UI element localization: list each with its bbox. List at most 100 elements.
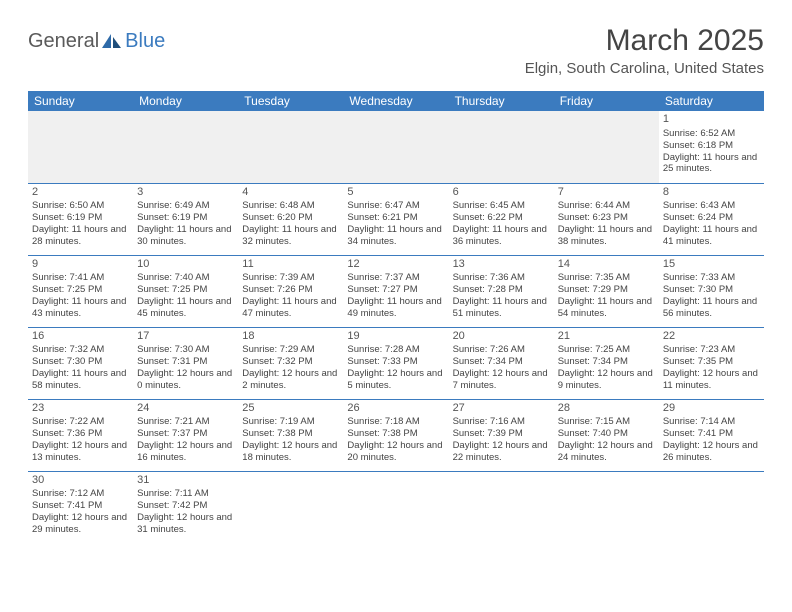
daylight-text: Daylight: 11 hours and 51 minutes. bbox=[453, 296, 550, 320]
calendar-cell: 14Sunrise: 7:35 AMSunset: 7:29 PMDayligh… bbox=[554, 255, 659, 327]
sunrise-text: Sunrise: 7:11 AM bbox=[137, 488, 234, 500]
sunrise-text: Sunrise: 7:26 AM bbox=[453, 344, 550, 356]
sunrise-text: Sunrise: 7:16 AM bbox=[453, 416, 550, 428]
calendar-cell bbox=[238, 111, 343, 183]
location-subtitle: Elgin, South Carolina, United States bbox=[525, 60, 764, 77]
sunrise-text: Sunrise: 6:49 AM bbox=[137, 200, 234, 212]
day-number: 30 bbox=[32, 474, 129, 488]
sunset-text: Sunset: 6:19 PM bbox=[137, 212, 234, 224]
daylight-text: Daylight: 11 hours and 45 minutes. bbox=[137, 296, 234, 320]
sunrise-text: Sunrise: 6:47 AM bbox=[347, 200, 444, 212]
sunrise-text: Sunrise: 7:14 AM bbox=[663, 416, 760, 428]
daylight-text: Daylight: 11 hours and 30 minutes. bbox=[137, 224, 234, 248]
calendar-cell bbox=[449, 111, 554, 183]
daylight-text: Daylight: 12 hours and 16 minutes. bbox=[137, 440, 234, 464]
daylight-text: Daylight: 12 hours and 29 minutes. bbox=[32, 512, 129, 536]
calendar-cell bbox=[238, 471, 343, 543]
daylight-text: Daylight: 12 hours and 2 minutes. bbox=[242, 368, 339, 392]
calendar-cell: 10Sunrise: 7:40 AMSunset: 7:25 PMDayligh… bbox=[133, 255, 238, 327]
daylight-text: Daylight: 11 hours and 56 minutes. bbox=[663, 296, 760, 320]
sunrise-text: Sunrise: 7:22 AM bbox=[32, 416, 129, 428]
sunrise-text: Sunrise: 6:43 AM bbox=[663, 200, 760, 212]
sunrise-text: Sunrise: 7:41 AM bbox=[32, 272, 129, 284]
calendar-cell: 6Sunrise: 6:45 AMSunset: 6:22 PMDaylight… bbox=[449, 183, 554, 255]
weekday-header: Thursday bbox=[449, 91, 554, 111]
day-number: 17 bbox=[137, 330, 234, 344]
calendar-cell bbox=[449, 471, 554, 543]
day-number: 28 bbox=[558, 402, 655, 416]
sunset-text: Sunset: 7:41 PM bbox=[663, 428, 760, 440]
weekday-header: Wednesday bbox=[343, 91, 448, 111]
sunset-text: Sunset: 6:20 PM bbox=[242, 212, 339, 224]
daylight-text: Daylight: 12 hours and 18 minutes. bbox=[242, 440, 339, 464]
daylight-text: Daylight: 11 hours and 58 minutes. bbox=[32, 368, 129, 392]
sunset-text: Sunset: 6:23 PM bbox=[558, 212, 655, 224]
day-number: 10 bbox=[137, 258, 234, 272]
sunrise-text: Sunrise: 6:52 AM bbox=[663, 128, 760, 140]
daylight-text: Daylight: 12 hours and 13 minutes. bbox=[32, 440, 129, 464]
daylight-text: Daylight: 12 hours and 22 minutes. bbox=[453, 440, 550, 464]
calendar-cell bbox=[28, 111, 133, 183]
calendar-cell bbox=[343, 471, 448, 543]
title-block: March 2025 Elgin, South Carolina, United… bbox=[525, 24, 764, 77]
sunset-text: Sunset: 7:40 PM bbox=[558, 428, 655, 440]
day-number: 21 bbox=[558, 330, 655, 344]
calendar-cell bbox=[554, 471, 659, 543]
calendar-header: SundayMondayTuesdayWednesdayThursdayFrid… bbox=[28, 91, 764, 111]
day-number: 7 bbox=[558, 186, 655, 200]
calendar-cell: 9Sunrise: 7:41 AMSunset: 7:25 PMDaylight… bbox=[28, 255, 133, 327]
calendar-cell: 22Sunrise: 7:23 AMSunset: 7:35 PMDayligh… bbox=[659, 327, 764, 399]
sunrise-text: Sunrise: 7:12 AM bbox=[32, 488, 129, 500]
weekday-header: Friday bbox=[554, 91, 659, 111]
sunset-text: Sunset: 7:30 PM bbox=[663, 284, 760, 296]
calendar-cell: 11Sunrise: 7:39 AMSunset: 7:26 PMDayligh… bbox=[238, 255, 343, 327]
sunrise-text: Sunrise: 6:44 AM bbox=[558, 200, 655, 212]
daylight-text: Daylight: 12 hours and 5 minutes. bbox=[347, 368, 444, 392]
daylight-text: Daylight: 11 hours and 49 minutes. bbox=[347, 296, 444, 320]
day-number: 1 bbox=[663, 113, 760, 127]
day-number: 25 bbox=[242, 402, 339, 416]
sunset-text: Sunset: 6:21 PM bbox=[347, 212, 444, 224]
sunset-text: Sunset: 7:41 PM bbox=[32, 500, 129, 512]
weekday-header: Sunday bbox=[28, 91, 133, 111]
sunset-text: Sunset: 7:26 PM bbox=[242, 284, 339, 296]
day-number: 3 bbox=[137, 186, 234, 200]
daylight-text: Daylight: 11 hours and 25 minutes. bbox=[663, 152, 760, 176]
sunset-text: Sunset: 7:25 PM bbox=[137, 284, 234, 296]
sunset-text: Sunset: 7:38 PM bbox=[347, 428, 444, 440]
daylight-text: Daylight: 11 hours and 38 minutes. bbox=[558, 224, 655, 248]
sunset-text: Sunset: 7:34 PM bbox=[453, 356, 550, 368]
calendar-cell: 4Sunrise: 6:48 AMSunset: 6:20 PMDaylight… bbox=[238, 183, 343, 255]
daylight-text: Daylight: 12 hours and 0 minutes. bbox=[137, 368, 234, 392]
calendar-cell: 27Sunrise: 7:16 AMSunset: 7:39 PMDayligh… bbox=[449, 399, 554, 471]
calendar-cell: 23Sunrise: 7:22 AMSunset: 7:36 PMDayligh… bbox=[28, 399, 133, 471]
daylight-text: Daylight: 12 hours and 11 minutes. bbox=[663, 368, 760, 392]
calendar-cell: 29Sunrise: 7:14 AMSunset: 7:41 PMDayligh… bbox=[659, 399, 764, 471]
sunrise-text: Sunrise: 6:45 AM bbox=[453, 200, 550, 212]
sunrise-text: Sunrise: 7:35 AM bbox=[558, 272, 655, 284]
sunset-text: Sunset: 7:31 PM bbox=[137, 356, 234, 368]
sunset-text: Sunset: 7:38 PM bbox=[242, 428, 339, 440]
calendar-cell: 24Sunrise: 7:21 AMSunset: 7:37 PMDayligh… bbox=[133, 399, 238, 471]
daylight-text: Daylight: 12 hours and 26 minutes. bbox=[663, 440, 760, 464]
sunset-text: Sunset: 7:37 PM bbox=[137, 428, 234, 440]
calendar-cell: 25Sunrise: 7:19 AMSunset: 7:38 PMDayligh… bbox=[238, 399, 343, 471]
sunrise-text: Sunrise: 7:32 AM bbox=[32, 344, 129, 356]
sunrise-text: Sunrise: 7:37 AM bbox=[347, 272, 444, 284]
calendar-cell: 20Sunrise: 7:26 AMSunset: 7:34 PMDayligh… bbox=[449, 327, 554, 399]
sunrise-text: Sunrise: 6:48 AM bbox=[242, 200, 339, 212]
calendar-cell: 1Sunrise: 6:52 AMSunset: 6:18 PMDaylight… bbox=[659, 111, 764, 183]
calendar-table: SundayMondayTuesdayWednesdayThursdayFrid… bbox=[28, 91, 764, 543]
calendar-cell bbox=[659, 471, 764, 543]
daylight-text: Daylight: 11 hours and 28 minutes. bbox=[32, 224, 129, 248]
sunset-text: Sunset: 7:36 PM bbox=[32, 428, 129, 440]
day-number: 22 bbox=[663, 330, 760, 344]
daylight-text: Daylight: 12 hours and 20 minutes. bbox=[347, 440, 444, 464]
day-number: 31 bbox=[137, 474, 234, 488]
calendar-cell: 26Sunrise: 7:18 AMSunset: 7:38 PMDayligh… bbox=[343, 399, 448, 471]
day-number: 20 bbox=[453, 330, 550, 344]
daylight-text: Daylight: 11 hours and 32 minutes. bbox=[242, 224, 339, 248]
day-number: 29 bbox=[663, 402, 760, 416]
weekday-header: Tuesday bbox=[238, 91, 343, 111]
calendar-cell: 13Sunrise: 7:36 AMSunset: 7:28 PMDayligh… bbox=[449, 255, 554, 327]
